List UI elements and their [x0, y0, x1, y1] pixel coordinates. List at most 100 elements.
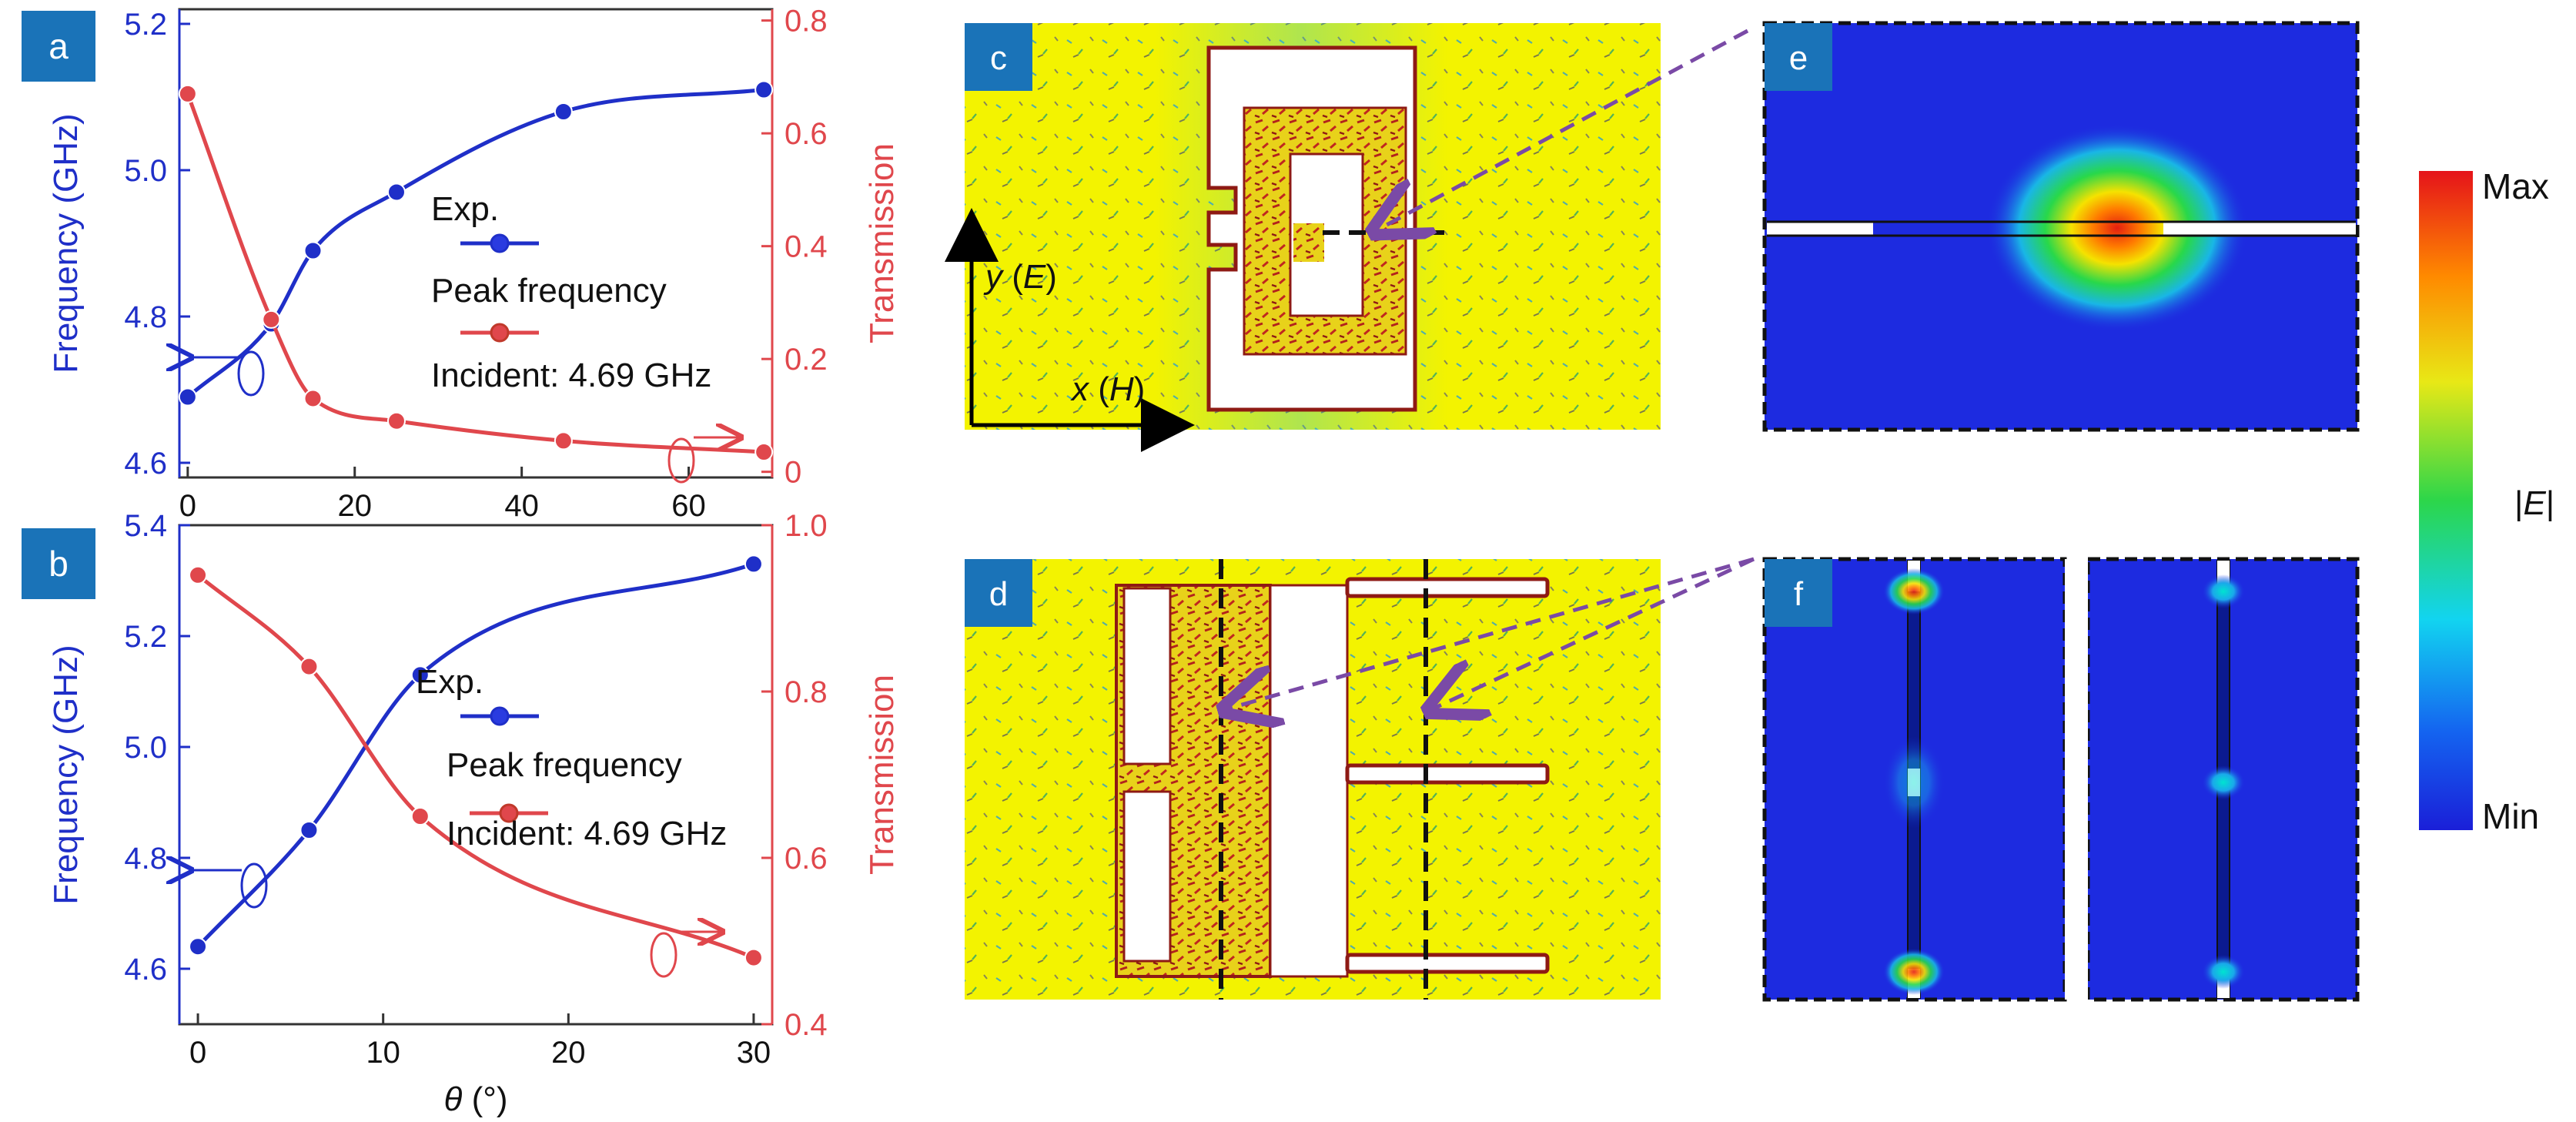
y2-tick-label: 0.4 — [785, 230, 828, 264]
y-axis-label: y (E) — [983, 258, 1057, 296]
x-tick-label: 10 — [366, 1036, 400, 1070]
panel-d-tag — [965, 559, 1032, 627]
x-tick-label: 40 — [504, 489, 539, 523]
data-point-transmission — [754, 443, 774, 462]
y-tick-label: 5.2 — [124, 8, 167, 42]
colorbar-min: Min — [2482, 796, 2539, 836]
series-line-frequency — [196, 562, 754, 948]
x-axis-label: x (H) — [1070, 370, 1145, 408]
data-point-frequency — [303, 241, 323, 260]
series-a — [178, 80, 774, 462]
data-point-frequency — [178, 387, 197, 407]
legend-a: Exp. Peak frequency Incident: 4.69 GHz — [431, 190, 711, 394]
data-point-frequency — [386, 183, 406, 202]
panel-b-label: b — [49, 544, 69, 584]
legend-b-red-marker — [499, 803, 519, 823]
panel-f-label: f — [1794, 575, 1804, 613]
y-tick-label: 4.6 — [124, 447, 167, 481]
x-tick-label: 0 — [189, 1036, 206, 1070]
data-point-transmission — [554, 431, 573, 450]
a-axis-indicators — [189, 352, 739, 484]
data-point-transmission — [178, 84, 197, 103]
colorbar-gradient — [2419, 171, 2473, 830]
legend-a-red-marker — [490, 323, 510, 343]
series-line-transmission — [196, 573, 754, 960]
axes-b: 0 10 20 30 4.6 4.8 5.0 5.2 5.4 0.4 0.6 0.8 1.0 — [124, 509, 827, 1070]
legend-b-incident: Incident: 4.69 GHz — [447, 815, 727, 852]
legend-b-peak: Peak frequency — [447, 746, 682, 784]
x-tick-label: 0 — [179, 489, 196, 523]
legend-b-exp: Exp. — [416, 663, 483, 701]
data-point-frequency — [410, 665, 430, 685]
x-tick-label: 30 — [737, 1036, 771, 1070]
panel-c: c y (E) x (H) — [945, 23, 1661, 452]
y2-tick-label: 0.6 — [785, 842, 828, 876]
data-point-transmission — [189, 565, 208, 584]
x-tick-label: 20 — [551, 1036, 586, 1070]
colorbar: Max Min |E| — [2419, 166, 2554, 836]
panel-e-label: e — [1789, 39, 1808, 77]
data-point-transmission — [262, 310, 281, 329]
axes-a: 0 20 40 60 4.6 4.8 5.0 5.2 0 0.2 0.4 0.6 0.8 — [124, 5, 827, 523]
y-tick-label: 4.8 — [124, 300, 167, 334]
resonator-d-mid-prong — [1345, 763, 1550, 785]
panel-b-tag — [22, 528, 95, 599]
legend-a-blue-marker — [490, 233, 510, 253]
data-point-frequency — [554, 102, 573, 121]
data-point-frequency — [744, 554, 763, 574]
panel-a-tag — [22, 11, 95, 82]
data-point-frequency — [189, 937, 208, 956]
data-point-transmission — [299, 657, 319, 676]
y2-tick-label: 0.4 — [785, 1008, 828, 1042]
resonator-d-top-prong — [1345, 577, 1550, 598]
y-tick-label: 5.0 — [124, 154, 167, 188]
data-point-frequency — [754, 80, 774, 99]
legend-a-peak: Peak frequency — [431, 272, 667, 310]
y-tick-label: 5.2 — [124, 620, 167, 654]
legend-a-incident: Incident: 4.69 GHz — [431, 357, 711, 394]
data-point-frequency — [299, 821, 319, 839]
legend-a-exp: Exp. — [431, 190, 499, 228]
series-b — [189, 554, 763, 967]
panel-a: a 0 20 40 60 4.6 4.8 5.0 5.2 0 0.2 0.4 0.6 0.8 Frequ… — [22, 5, 901, 523]
y-tick-label: 5.4 — [124, 509, 167, 543]
y-tick-label: 4.8 — [124, 842, 167, 876]
x-tick-label: 60 — [671, 489, 706, 523]
y-tick-label: 4.6 — [124, 953, 167, 986]
y2-tick-label: 1.0 — [785, 509, 828, 543]
a-left-axis-title: Frequency (GHz) — [47, 113, 85, 373]
y2-tick-label: 0.8 — [785, 675, 828, 709]
panel-d-label: d — [989, 575, 1008, 613]
panel-f: f — [1762, 557, 2360, 1002]
panel-e-hotspot — [1986, 124, 2248, 332]
panel-e: e — [1762, 21, 2360, 432]
data-point-transmission — [303, 389, 323, 408]
colorbar-max: Max — [2482, 166, 2549, 206]
panel-a-label: a — [49, 26, 69, 66]
colorbar-quantity: |E| — [2514, 484, 2554, 522]
data-point-transmission — [744, 948, 763, 967]
connector-arrows — [1229, 28, 1755, 708]
legend-b-blue-marker — [490, 706, 510, 726]
a-right-axis-title: Transmission — [863, 143, 901, 343]
panel-e-tag — [1765, 23, 1832, 91]
data-point-transmission — [410, 807, 430, 826]
y-tick-label: 5.0 — [124, 731, 167, 765]
b-right-axis-title: Transmission — [863, 675, 901, 875]
y2-tick-label: 0.2 — [785, 343, 828, 377]
y2-tick-label: 0 — [785, 456, 801, 490]
series-line-transmission — [186, 93, 764, 454]
x-tick-label: 20 — [337, 489, 372, 523]
y2-tick-label: 0.8 — [785, 5, 828, 39]
panel-b: b 0 10 20 30 4.6 4.8 5.0 5.2 5.4 0.4 0.6 0.8 1.0 Fre… — [22, 509, 901, 1118]
legend-b: Exp. Peak frequency Incident: 4.69 GHz — [416, 663, 727, 852]
b-left-axis-title: Frequency (GHz) — [47, 645, 85, 904]
x-axis-title: θ (°) — [444, 1080, 508, 1118]
panel-d: d — [965, 559, 1661, 1000]
y2-tick-label: 0.6 — [785, 117, 828, 151]
data-point-transmission — [386, 411, 406, 430]
resonator-d-bottom-prong — [1345, 953, 1550, 974]
panel-c-label: c — [990, 39, 1007, 77]
b-axis-indicators — [189, 864, 721, 978]
